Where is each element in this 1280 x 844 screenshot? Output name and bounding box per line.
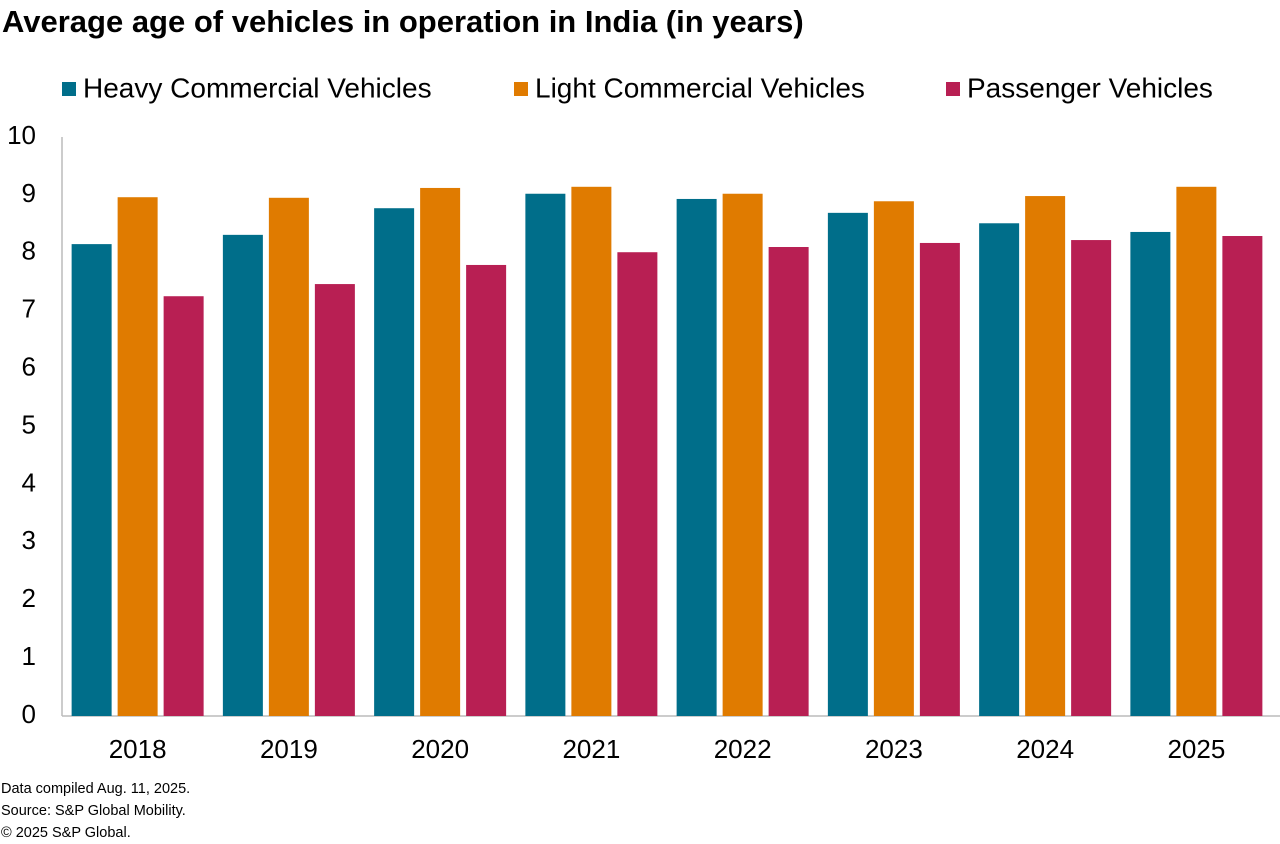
footnote: Source: S&P Global Mobility. (1, 803, 186, 819)
bar (768, 247, 809, 716)
y-tick-label: 0 (22, 699, 36, 729)
y-tick-label: 6 (22, 351, 36, 381)
x-tick-label: 2025 (1167, 734, 1225, 764)
y-tick-label: 4 (22, 467, 36, 497)
x-tick-label: 2018 (109, 734, 167, 764)
bar (1176, 186, 1217, 716)
bar (919, 242, 960, 716)
y-tick-label: 2 (22, 583, 36, 613)
bar (827, 212, 868, 716)
legend-swatch (946, 82, 960, 96)
footnote: © 2025 S&P Global. (1, 825, 131, 841)
footnote: Data compiled Aug. 11, 2025. (1, 781, 190, 797)
bar (466, 264, 507, 716)
y-tick-label: 10 (7, 120, 36, 150)
bar (873, 201, 914, 717)
bar (617, 252, 658, 716)
x-tick-label: 2023 (865, 734, 923, 764)
bar (163, 296, 204, 716)
x-tick-label: 2021 (562, 734, 620, 764)
legend-label: Heavy Commercial Vehicles (83, 72, 432, 103)
y-tick-label: 3 (22, 525, 36, 555)
bar (1222, 236, 1263, 716)
chart-title: Average age of vehicles in operation in … (2, 4, 804, 39)
bar (1025, 196, 1066, 717)
x-tick-label: 2024 (1016, 734, 1074, 764)
y-tick-label: 7 (22, 294, 36, 324)
bar (420, 187, 461, 716)
bar (1130, 231, 1171, 716)
y-tick-label: 8 (22, 236, 36, 266)
x-tick-label: 2022 (714, 734, 772, 764)
bar (222, 234, 263, 716)
legend-swatch (62, 82, 76, 96)
legend-label: Passenger Vehicles (967, 72, 1213, 103)
bar (374, 208, 415, 717)
bar (314, 284, 355, 716)
x-tick-label: 2019 (260, 734, 318, 764)
bar (1071, 240, 1112, 716)
y-tick-label: 5 (22, 409, 36, 439)
x-tick-label: 2020 (411, 734, 469, 764)
bar (117, 197, 158, 716)
bar (71, 244, 112, 717)
bar (268, 197, 309, 717)
bar (571, 186, 612, 716)
bar (525, 193, 566, 716)
legend-swatch (514, 82, 528, 96)
y-tick-label: 1 (22, 641, 36, 671)
bar (979, 223, 1020, 716)
legend-label: Light Commercial Vehicles (535, 72, 865, 103)
bar (722, 193, 763, 716)
y-tick-label: 9 (22, 178, 36, 208)
bar (676, 198, 717, 716)
